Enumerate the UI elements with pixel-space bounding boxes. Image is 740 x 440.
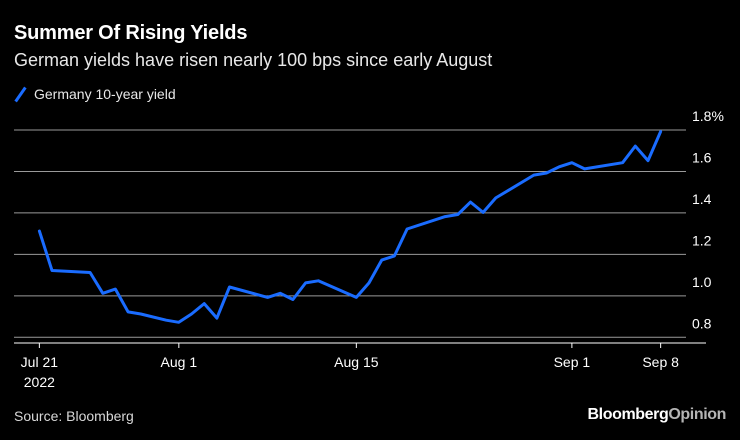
- data-point: [469, 200, 472, 204]
- series-line-germany-10y: [37, 130, 663, 324]
- data-point: [266, 296, 269, 299]
- source-note: Source: Bloomberg: [14, 408, 134, 424]
- data-point: [558, 165, 561, 169]
- data-point: [545, 171, 548, 175]
- data-point: [317, 279, 320, 283]
- data-point: [659, 130, 662, 133]
- data-point: [164, 319, 168, 322]
- data-point: [202, 302, 206, 305]
- gridlines: [14, 129, 686, 338]
- y-tick-label: 0.8: [692, 315, 712, 331]
- chart-title: Summer Of Rising Yields: [14, 22, 248, 44]
- x-axis: Jul 21 2022 Aug 1 Aug 15 Sep 1 Sep 8: [14, 342, 706, 390]
- data-point: [279, 292, 282, 295]
- data-point: [570, 161, 574, 164]
- y-axis-tick-labels: 0.8 1.0 1.2 1.4 1.6 1.8%: [692, 108, 724, 331]
- data-point: [88, 271, 92, 274]
- data-point: [291, 298, 295, 301]
- data-point: [304, 281, 307, 285]
- y-tick-label: 1.0: [692, 274, 712, 290]
- data-point: [456, 213, 459, 216]
- brand-main: Bloomberg: [587, 406, 669, 423]
- data-point: [139, 312, 142, 316]
- brand-accent: Opinion: [668, 406, 726, 423]
- data-point: [380, 258, 383, 262]
- data-point: [646, 159, 650, 162]
- bloomberg-opinion-logo: BloombergOpinion: [588, 406, 727, 424]
- data-point: [101, 292, 104, 295]
- data-point: [228, 285, 231, 289]
- data-point: [215, 316, 219, 320]
- y-tick-label: 1.8%: [692, 108, 724, 124]
- data-point: [405, 227, 409, 231]
- x-tick-label: Aug 1: [161, 354, 198, 370]
- data-point: [50, 269, 54, 272]
- x-tick-label: Sep 1: [554, 354, 591, 370]
- y-tick-label: 1.2: [692, 232, 712, 248]
- data-point: [634, 144, 637, 148]
- data-point: [367, 281, 371, 285]
- y-tick-label: 1.4: [692, 191, 712, 207]
- data-point: [583, 167, 586, 171]
- chart-subtitle: German yields have risen nearly 100 bps …: [14, 50, 493, 70]
- data-point: [355, 296, 358, 299]
- x-tick-label: Jul 21: [21, 354, 59, 370]
- data-point: [621, 161, 624, 164]
- x-tick-label: Sep 8: [642, 354, 679, 370]
- data-point: [177, 321, 181, 324]
- legend: Germany 10-year yield: [14, 86, 176, 102]
- data-point: [190, 312, 193, 316]
- data-point: [114, 287, 117, 291]
- legend-label: Germany 10-year yield: [34, 86, 176, 102]
- data-point: [532, 173, 536, 177]
- series-layer: [37, 130, 663, 324]
- data-point: [393, 254, 396, 258]
- data-point: [38, 229, 41, 233]
- data-point: [443, 215, 447, 218]
- y-tick-label: 1.6: [692, 149, 712, 165]
- data-point: [126, 310, 130, 314]
- data-point: [481, 211, 485, 214]
- x-tick-sublabel: 2022: [24, 374, 55, 390]
- data-point: [494, 196, 498, 200]
- x-tick-label: Aug 15: [334, 354, 379, 370]
